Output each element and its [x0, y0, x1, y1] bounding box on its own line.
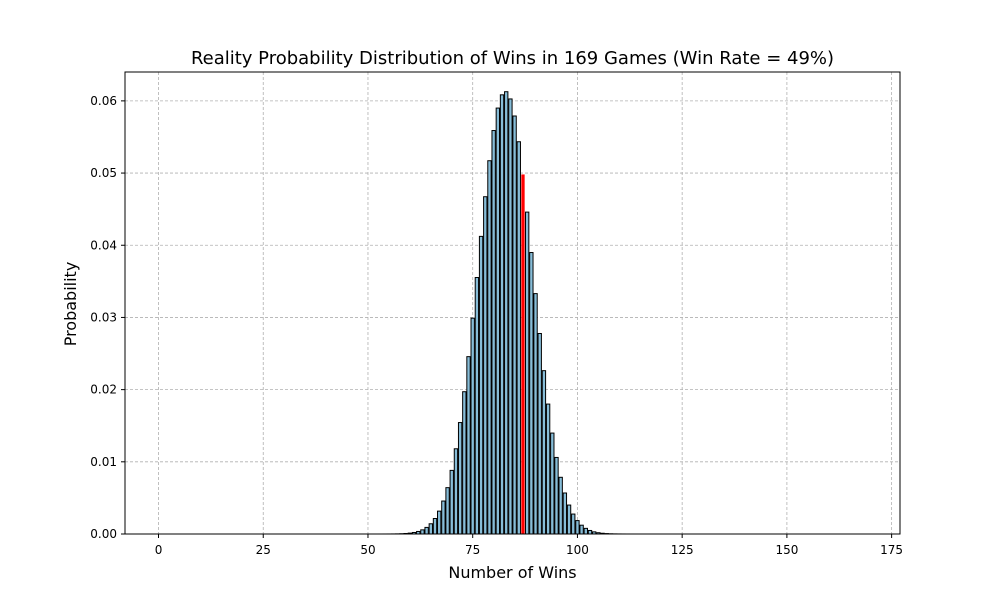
bar [467, 357, 470, 534]
bar [454, 449, 457, 534]
bar [446, 488, 449, 534]
y-tick-label: 0.05 [90, 166, 117, 180]
bar [542, 371, 545, 534]
bar [500, 95, 503, 534]
x-tick-label: 100 [566, 543, 589, 557]
bar [509, 99, 512, 534]
y-tick-label: 0.01 [90, 455, 117, 469]
y-tick-label: 0.03 [90, 310, 117, 324]
x-tick-label: 150 [775, 543, 798, 557]
bar [433, 519, 436, 534]
bar [567, 505, 570, 534]
x-tick-label: 175 [880, 543, 903, 557]
bar [475, 278, 478, 534]
bar [463, 392, 466, 534]
bar [492, 131, 495, 534]
bar [517, 142, 520, 534]
bar [580, 525, 583, 534]
bar [563, 493, 566, 534]
bar [496, 108, 499, 534]
bar [458, 423, 461, 534]
bar [488, 161, 491, 534]
bar [425, 527, 428, 534]
bar [442, 501, 445, 534]
bar [484, 197, 487, 534]
y-tick-label: 0.04 [90, 238, 117, 252]
x-tick-label: 125 [671, 543, 694, 557]
bar [479, 236, 482, 534]
x-tick-label: 75 [465, 543, 480, 557]
bar-highlight [521, 174, 524, 534]
bar [530, 253, 533, 534]
bar [555, 457, 558, 534]
bar [525, 212, 528, 534]
bar [538, 333, 541, 534]
y-tick-label: 0.00 [90, 527, 117, 541]
y-tick-label: 0.06 [90, 94, 117, 108]
bar [576, 521, 579, 534]
bar [513, 116, 516, 534]
bar [551, 433, 554, 534]
bar [421, 530, 424, 534]
bar [559, 477, 562, 534]
x-tick-label: 0 [155, 543, 163, 557]
y-axis-label: Probability [61, 262, 80, 347]
y-tick-label: 0.02 [90, 383, 117, 397]
bar [534, 294, 537, 534]
bar [438, 511, 441, 534]
bar [584, 528, 587, 534]
bar [450, 470, 453, 534]
bar [588, 530, 591, 534]
chart-title: Reality Probability Distribution of Wins… [191, 48, 834, 69]
bar [505, 92, 508, 534]
x-axis-label: Number of Wins [448, 563, 576, 582]
bar [546, 404, 549, 534]
bars-layer [337, 92, 675, 534]
x-tick-label: 50 [360, 543, 375, 557]
bar [429, 524, 432, 534]
bar [471, 318, 474, 534]
bar [572, 514, 575, 534]
x-tick-label: 25 [256, 543, 271, 557]
